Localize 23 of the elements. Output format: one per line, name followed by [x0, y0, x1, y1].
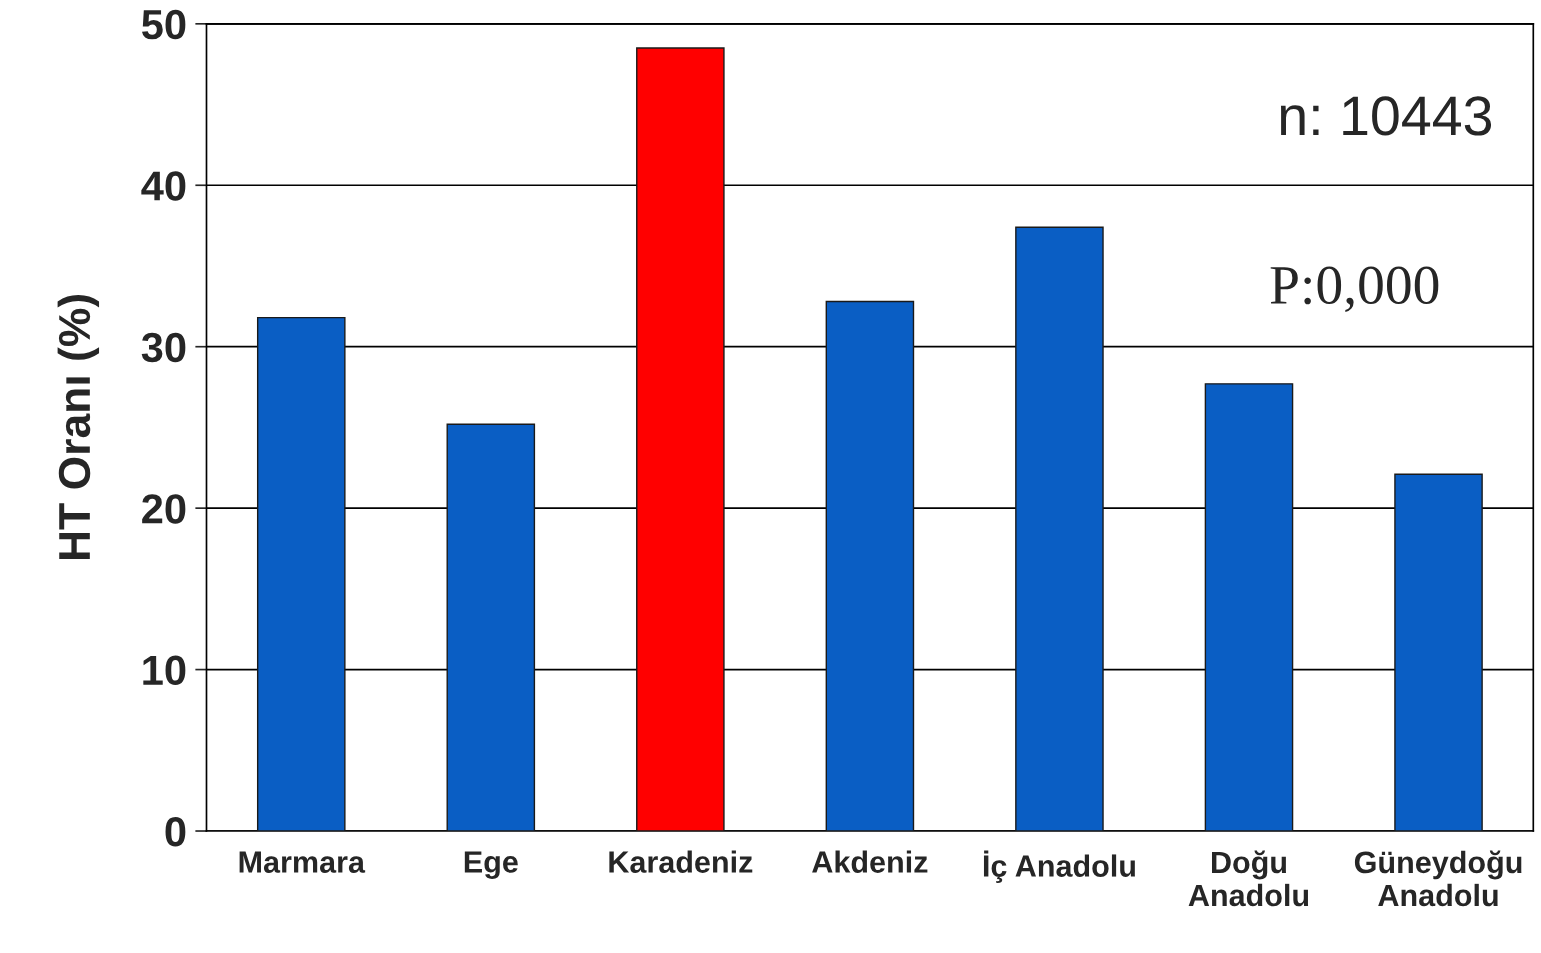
x-tick-label: Güneydoğu Anadolu — [1354, 850, 1522, 907]
bar — [636, 47, 725, 832]
x-tick-label: Ege — [464, 851, 518, 879]
bar — [1394, 473, 1483, 832]
x-tick-label: Akdeniz — [812, 850, 928, 873]
y-axis-title: HT Oranı (%) — [57, 295, 100, 560]
annotation: n: 10443 — [1280, 96, 1492, 136]
bar — [1015, 226, 1104, 832]
y-tick-label: 0 — [165, 817, 186, 847]
y-tick-label: 50 — [141, 9, 186, 40]
annotation: P:0,000 — [1270, 266, 1439, 313]
x-tick-label: İç Anadolu — [983, 850, 1135, 883]
y-tick-label: 10 — [143, 655, 186, 686]
x-tick-label: Doğu Anadolu — [1188, 850, 1309, 907]
y-tick-label: 40 — [141, 171, 186, 201]
bar — [825, 300, 915, 832]
bar — [256, 316, 346, 832]
bar — [1204, 383, 1294, 832]
bar — [446, 423, 536, 832]
y-tick-label: 20 — [142, 494, 186, 524]
x-tick-label: Marmara — [239, 851, 366, 873]
y-tick-label: 30 — [141, 332, 186, 363]
x-tick-label: Karadeniz — [609, 850, 753, 873]
